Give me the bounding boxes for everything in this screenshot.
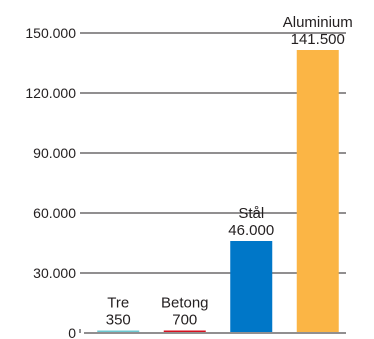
bar-value-label: 141.500 xyxy=(291,31,345,48)
y-tick-label: 150.000 xyxy=(25,25,76,41)
bars xyxy=(97,50,339,332)
bar-value-label: 350 xyxy=(106,312,131,329)
bar-category-label: Aluminium xyxy=(283,14,353,31)
y-tick-label: 120.000 xyxy=(25,85,76,101)
bar-stål xyxy=(230,241,273,332)
y-tick-label: 0 xyxy=(68,325,76,339)
bar-aluminium xyxy=(296,50,339,332)
grid-lines xyxy=(79,32,346,334)
bar-category-label: Stål xyxy=(238,205,264,222)
y-tick-label: 90.000 xyxy=(33,145,76,161)
y-tick-label: 30.000 xyxy=(33,265,76,281)
bar-betong xyxy=(163,330,206,332)
bar-value-label: 46.000 xyxy=(228,222,274,239)
bar-category-label: Betong xyxy=(161,295,209,312)
bar-category-label: Tre xyxy=(107,295,129,312)
bar-value-label: 700 xyxy=(172,312,197,329)
y-tick-label: 60.000 xyxy=(33,205,76,221)
y-axis-tick-labels: 0 30.000 60.000 90.000 120.000 150.000 xyxy=(25,25,76,339)
bar-tre xyxy=(97,330,140,332)
